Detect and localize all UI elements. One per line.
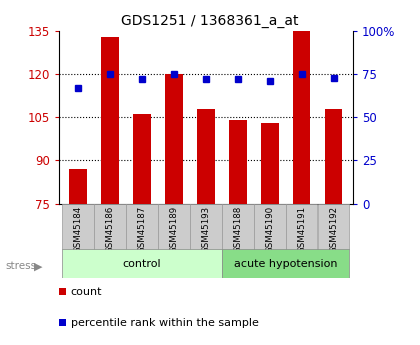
Bar — [222, 204, 254, 250]
Text: count: count — [71, 287, 102, 296]
Bar — [62, 204, 94, 250]
Bar — [101, 37, 119, 204]
Bar — [293, 31, 310, 204]
Text: GDS1251 / 1368361_a_at: GDS1251 / 1368361_a_at — [121, 14, 299, 28]
Bar — [325, 109, 342, 204]
Text: GSM45191: GSM45191 — [297, 205, 306, 253]
Text: GSM45184: GSM45184 — [74, 205, 82, 253]
Bar — [126, 204, 158, 250]
Bar — [229, 120, 247, 204]
Text: GSM45190: GSM45190 — [265, 205, 274, 253]
Bar — [318, 204, 349, 250]
Bar — [222, 249, 349, 278]
Bar — [158, 204, 190, 250]
Text: stress: stress — [5, 262, 37, 271]
Text: GSM45189: GSM45189 — [169, 205, 178, 253]
Bar — [165, 74, 183, 204]
Bar — [254, 204, 286, 250]
Text: GSM45186: GSM45186 — [105, 205, 114, 253]
Bar — [133, 115, 151, 204]
Text: acute hypotension: acute hypotension — [234, 259, 337, 268]
Bar — [62, 249, 222, 278]
Bar — [69, 169, 87, 204]
Bar — [261, 123, 278, 204]
Bar — [286, 204, 318, 250]
Text: GSM45188: GSM45188 — [233, 205, 242, 253]
Text: GSM45192: GSM45192 — [329, 205, 338, 253]
Text: control: control — [123, 259, 161, 268]
Text: GSM45193: GSM45193 — [201, 205, 210, 253]
Text: GSM45187: GSM45187 — [137, 205, 147, 253]
Text: percentile rank within the sample: percentile rank within the sample — [71, 318, 258, 327]
Bar — [94, 204, 126, 250]
Text: ▶: ▶ — [34, 262, 43, 271]
Bar — [197, 109, 215, 204]
Bar — [190, 204, 222, 250]
